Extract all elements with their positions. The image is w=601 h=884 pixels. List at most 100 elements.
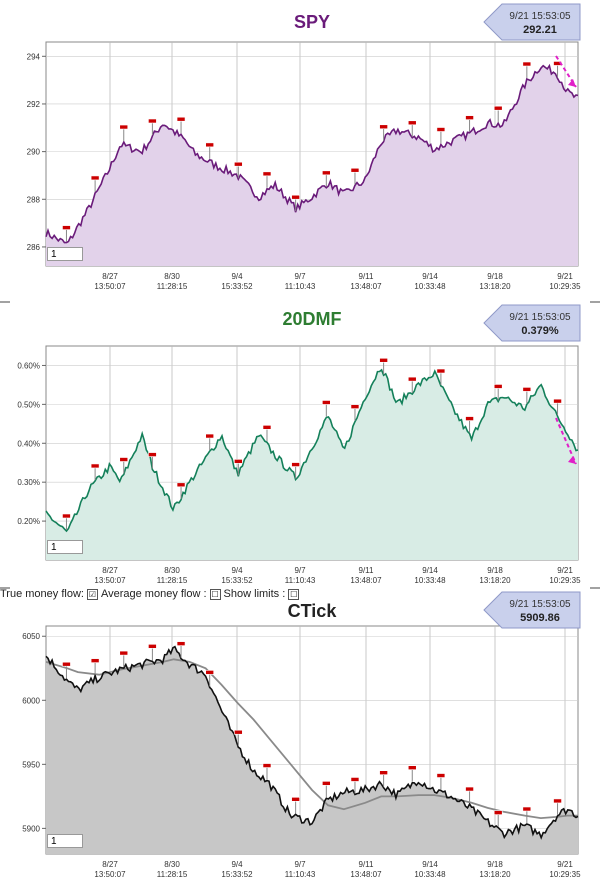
ct-xtick-time: 10:29:35: [549, 870, 581, 879]
true-money-flow-checkbox[interactable]: ☑: [86, 588, 98, 600]
mf-xtick-date: 9/4: [231, 566, 243, 575]
mf-period-input[interactable]: [47, 540, 83, 554]
mf-xtick-time: 10:33:48: [414, 576, 446, 585]
spy-area-fill: [46, 65, 578, 266]
spy-marker: [322, 170, 331, 176]
spy-xtick-time: 11:10:43: [285, 282, 316, 291]
mf-ytick-label: 0.60%: [17, 361, 40, 370]
spy-marker: [262, 171, 272, 177]
ct-marker: [350, 777, 360, 782]
mf-xtick-date: 8/27: [102, 566, 118, 575]
spy-trend-arrowhead: [568, 79, 576, 87]
mf-xtick-date: 8/30: [164, 566, 180, 575]
mf-xtick-time: 10:29:35: [549, 576, 581, 585]
spy-marker: [119, 124, 129, 130]
ct-ytick-label: 5900: [22, 824, 40, 833]
ct-marker: [379, 770, 388, 775]
show-limits-label: Show limits :: [223, 588, 286, 600]
ct-xtick-time: 13:18:20: [479, 870, 511, 879]
spy-xtick-time: 13:48:07: [350, 282, 382, 291]
spy-title: SPY: [294, 12, 330, 32]
ct-marker: [262, 763, 272, 768]
spy-xtick-date: 9/4: [231, 272, 243, 281]
ct-xtick-time: 10:33:48: [414, 870, 446, 879]
mf-ytick-label: 0.20%: [17, 517, 40, 526]
ct-marker: [553, 798, 562, 804]
mf-xtick-time: 11:28:15: [157, 576, 188, 585]
mf-series-line: [45, 368, 579, 533]
spy-xtick-time: 10:33:48: [414, 282, 446, 291]
ct-period-input[interactable]: [47, 834, 83, 848]
spy-xtick-date: 9/21: [557, 272, 573, 281]
spy-ytick-label: 286: [27, 243, 41, 252]
mf-marker: [407, 376, 417, 382]
mf-ytick-label: 0.50%: [17, 400, 40, 409]
spy-panel: 286 288 290 292 294 SPY 9/21 15:53:05 292.21 8/2…: [27, 3, 581, 291]
spy-ytick-label: 288: [27, 195, 41, 204]
spy-marker: [62, 225, 71, 230]
mf-trend-arrow: [555, 417, 577, 465]
spy-marker: [493, 105, 503, 111]
show-limits-checkbox[interactable]: ☐: [288, 588, 300, 600]
spy-period-input[interactable]: [47, 247, 83, 261]
ct-badge-value: 5909.86: [520, 612, 560, 624]
mf-marker: [148, 452, 157, 457]
mf-panel: 0.20% 0.30% 0.40% 0.50% 0.60% 20DMF 9/21 15:53…: [17, 304, 581, 585]
average-money-flow-checkbox[interactable]: ☐: [209, 588, 221, 600]
spy-xtick-date: 8/30: [164, 272, 180, 281]
mf-xtick-date: 9/14: [422, 566, 438, 575]
mf-marker: [119, 457, 129, 462]
ct-xtick-date: 9/11: [359, 860, 375, 869]
spy-marker: [90, 175, 100, 181]
spy-series-line: [45, 63, 579, 244]
money-flow-controls: True money flow: ☑ Average money flow : …: [0, 586, 601, 602]
ct-title: CTick: [288, 601, 338, 621]
mf-xtick-time: 13:50:07: [94, 576, 126, 585]
mf-marker: [234, 459, 243, 464]
spy-marker: [465, 115, 474, 120]
ct-marker: [119, 650, 129, 656]
ct-xtick-date: 9/7: [294, 860, 306, 869]
spy-badge-time: 9/21 15:53:05: [509, 11, 571, 22]
spy-marker: [205, 142, 214, 148]
ct-marker: [148, 644, 157, 649]
ct-marker: [407, 765, 417, 770]
mf-marker: [553, 398, 562, 404]
mf-marker: [90, 463, 100, 469]
ct-xtick-date: 8/30: [164, 860, 180, 869]
ct-marker: [176, 641, 186, 646]
mf-xtick-time: 13:18:20: [479, 576, 511, 585]
spy-xtick-date: 9/11: [359, 272, 375, 281]
spy-marker: [234, 161, 243, 167]
mf-marker: [379, 357, 388, 363]
mf-xtick-date: 9/21: [557, 566, 573, 575]
mf-marker: [291, 462, 300, 467]
spy-xtick-date: 8/27: [102, 272, 118, 281]
spy-badge-value: 292.21: [523, 24, 557, 36]
spy-marker: [436, 127, 446, 132]
ct-panel: 5900 5950 6000 6050 CTick 9/21 15:53:05 5909.8…: [22, 591, 581, 879]
spy-marker: [148, 118, 157, 124]
ct-series-line: [45, 645, 579, 840]
mf-marker: [205, 433, 214, 439]
mf-badge-time: 9/21 15:53:05: [509, 312, 571, 323]
average-money-flow-label: Average money flow :: [100, 588, 207, 600]
spy-xtick-date: 9/18: [487, 272, 503, 281]
ct-ytick-label: 6000: [22, 696, 40, 705]
ct-marker: [291, 796, 300, 802]
ct-marker: [234, 729, 243, 735]
mf-xtick-time: 15:33:52: [221, 576, 253, 585]
spy-xtick-time: 15:33:52: [221, 282, 253, 291]
true-money-flow-label: True money flow:: [0, 588, 84, 600]
spy-xtick-time: 13:18:20: [479, 282, 511, 291]
ct-xtick-time: 11:10:43: [285, 870, 316, 879]
mf-xtick-time: 13:48:07: [350, 576, 382, 585]
spy-marker: [407, 120, 417, 126]
mf-marker: [522, 387, 532, 392]
spy-ytick-label: 294: [27, 52, 41, 61]
ct-marker: [322, 781, 331, 786]
ct-ytick-label: 6050: [22, 632, 40, 641]
ct-xtick-date: 9/18: [487, 860, 503, 869]
mf-trend-arrowhead: [568, 456, 576, 464]
spy-xtick-time: 13:50:07: [94, 282, 126, 291]
